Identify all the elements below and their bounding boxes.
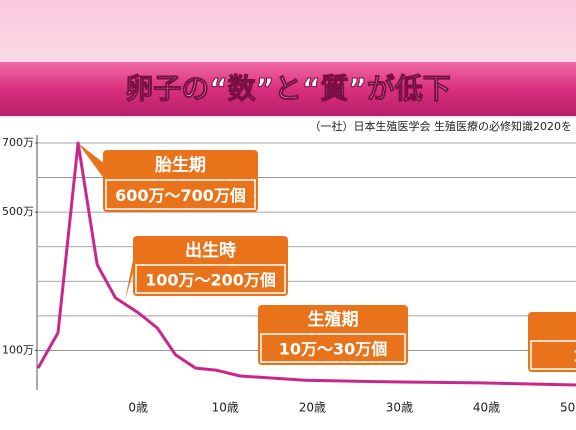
callout-inner (260, 333, 406, 363)
callout-box (103, 150, 258, 212)
callout-detail: 100万～200万個 (145, 271, 276, 290)
callout-box (528, 312, 576, 372)
callout: 閉経期1000個 (528, 312, 576, 372)
line (36, 141, 576, 387)
callout-detail: 10万～30万個 (279, 340, 388, 359)
source: （一社）日本生殖医学会 生殖医療の必修知識2020を (310, 119, 573, 133)
callout-inner (135, 264, 286, 294)
callout-inner (105, 179, 256, 210)
title-banner (0, 62, 576, 116)
y-tick-label: 100万 (2, 343, 34, 356)
x-tick-label: 40歳 (473, 401, 500, 415)
x-tick-label: 10歳 (212, 401, 239, 415)
x-tick-label: 20歳 (299, 401, 326, 415)
chart-title: 卵子の“数”と“質”が低下 (125, 72, 451, 105)
callout-detail: 600万～700万個 (115, 186, 246, 205)
callout-pointer (125, 250, 135, 300)
y-tick-label: 500万 (2, 205, 34, 218)
x-tick-label: 50歳 (560, 401, 576, 415)
callout: 胎生期 600万～700万個 (78, 143, 258, 212)
callout-label: 胎生期 (155, 155, 206, 176)
y-tick-label: 700万 (2, 136, 34, 149)
callout-box (258, 305, 408, 365)
callout-box (133, 236, 288, 296)
callout-detail: 1000個 (573, 347, 576, 366)
callout-pointer (78, 143, 105, 180)
callout-label: 出生時 (185, 240, 236, 261)
x-tick-label: 30歳 (386, 401, 413, 415)
callout: 生殖期 10万～30万個 (258, 305, 408, 365)
callout-inner (530, 340, 576, 370)
x-tick-label: 0歳 (128, 401, 148, 415)
callout: 出生時 100万～200万個 (125, 236, 288, 300)
callout-label: 生殖期 (308, 309, 359, 330)
